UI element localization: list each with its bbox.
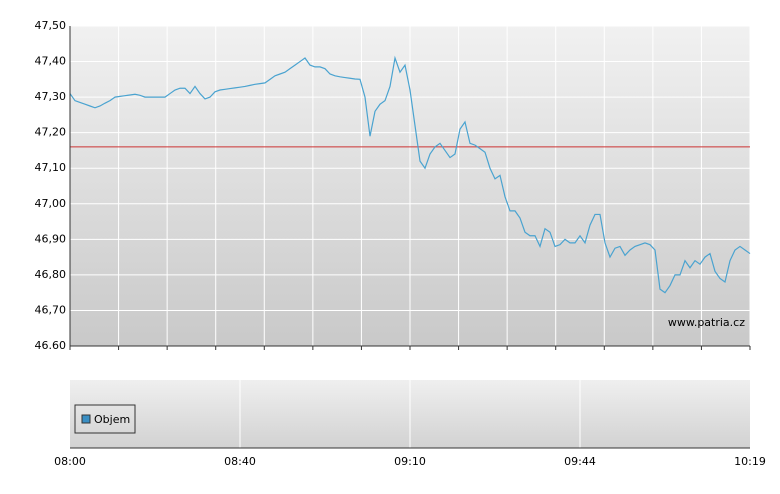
y-tick-label: 46.60 [35, 339, 67, 352]
y-tick-label: 47,20 [35, 126, 67, 139]
y-tick-label: 47,10 [35, 161, 67, 174]
x-tick-label: 08:40 [224, 455, 256, 468]
x-tick-label: 09:10 [394, 455, 426, 468]
y-tick-label: 47,40 [35, 55, 67, 68]
y-tick-label: 47,30 [35, 90, 67, 103]
legend-box [74, 404, 136, 434]
y-tick-label: 47,00 [35, 197, 67, 210]
x-tick-label: 09:44 [564, 455, 596, 468]
y-tick-label: 46,70 [35, 303, 67, 316]
x-tick-label: 08:00 [54, 455, 86, 468]
x-tick-label: 10:19 [734, 455, 766, 468]
y-tick-label: 46,90 [35, 232, 67, 245]
price-line [69, 55, 751, 294]
legend-swatch [81, 414, 91, 424]
source: www.patria.cz [668, 316, 745, 329]
legend-label: Objem [94, 413, 130, 426]
y-tick-label: 47,50 [35, 19, 67, 32]
y-tick-label: 46,80 [35, 268, 67, 281]
